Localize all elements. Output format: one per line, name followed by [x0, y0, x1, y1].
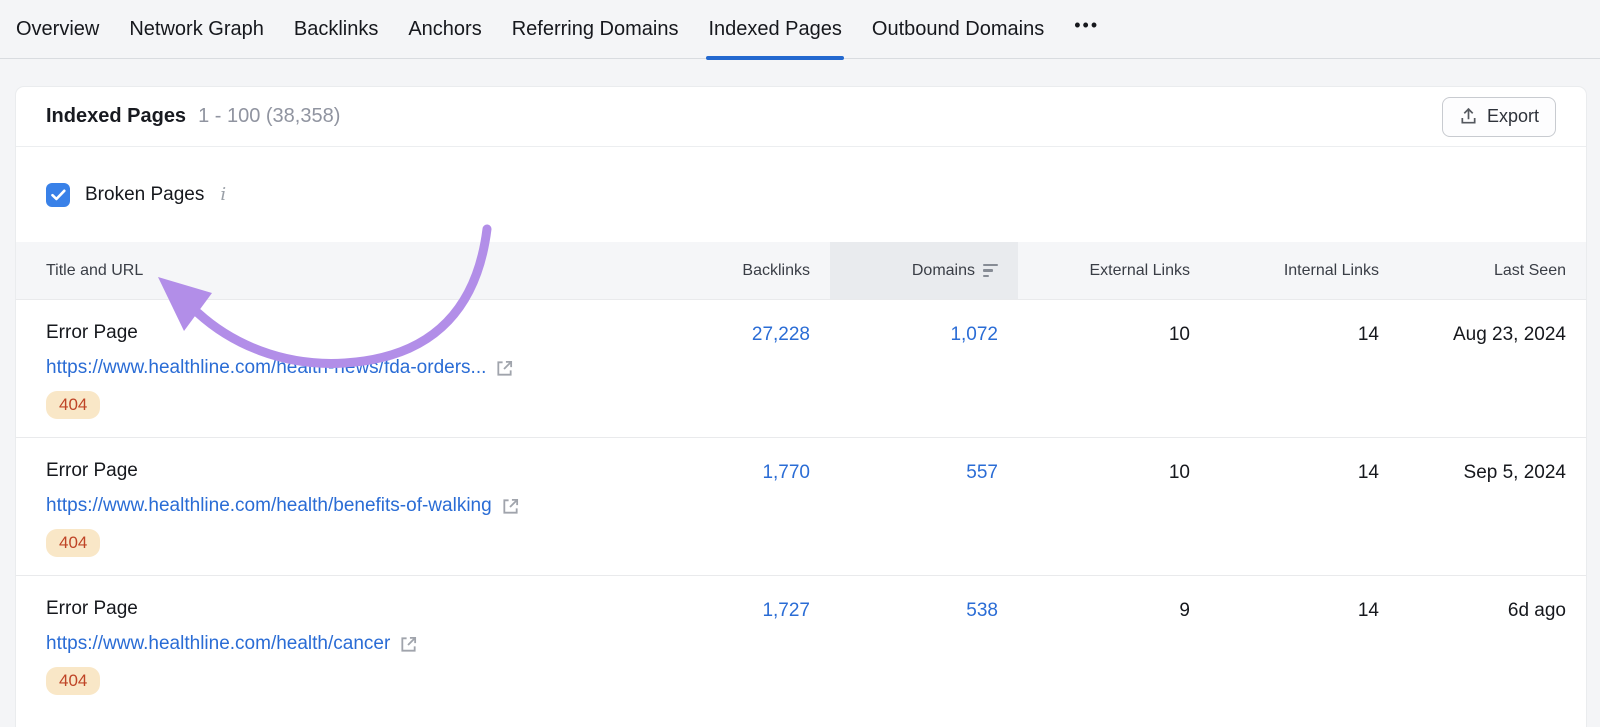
column-header-last-seen[interactable]: Last Seen	[1493, 261, 1566, 279]
page-title-text: Error Page	[46, 322, 138, 343]
status-badge: 404	[46, 529, 101, 557]
domains-value[interactable]: 1,072	[950, 324, 998, 345]
external-links-value: 9	[1179, 600, 1190, 621]
column-header-backlinks[interactable]: Backlinks	[742, 261, 810, 279]
external-link-icon[interactable]	[495, 359, 514, 378]
backlinks-value[interactable]: 27,228	[751, 324, 810, 345]
last-seen-value: Sep 5, 2024	[1463, 462, 1566, 483]
tab-outbound-domains[interactable]: Outbound Domains	[871, 17, 1045, 40]
title-url-cell: Error Page https://www.healthline.com/he…	[16, 300, 680, 437]
domains-value[interactable]: 538	[966, 600, 998, 621]
column-header-internal-links[interactable]: Internal Links	[1283, 261, 1379, 279]
page-title: Indexed Pages	[46, 105, 187, 127]
external-links-value: 10	[1168, 324, 1190, 345]
export-button[interactable]: Export	[1441, 96, 1556, 137]
page-url-link[interactable]: https://www.healthline.com/health/cancer	[46, 633, 680, 655]
external-link-icon[interactable]	[501, 497, 520, 516]
table-row: Error Page https://www.healthline.com/he…	[16, 299, 1586, 437]
last-seen-value: Aug 23, 2024	[1452, 324, 1566, 345]
title-url-cell: Error Page https://www.healthline.com/he…	[16, 438, 680, 575]
status-badge: 404	[46, 667, 101, 695]
status-badge: 404	[46, 391, 101, 419]
table-row: Error Page https://www.healthline.com/he…	[16, 437, 1586, 575]
sort-descending-icon	[983, 263, 998, 278]
column-header-title-url[interactable]: Title and URL	[46, 261, 144, 279]
tab-overview[interactable]: Overview	[16, 17, 100, 40]
more-tabs-icon[interactable]: •••	[1074, 14, 1100, 35]
domains-value[interactable]: 557	[966, 462, 998, 483]
tab-network-graph[interactable]: Network Graph	[129, 17, 264, 40]
page-url-link[interactable]: https://www.healthline.com/health-news/f…	[46, 357, 680, 379]
column-header-domains[interactable]: Domains	[830, 242, 1018, 299]
page-title-text: Error Page	[46, 460, 138, 481]
column-header-external-links[interactable]: External Links	[1089, 261, 1191, 279]
last-seen-value: 6d ago	[1507, 600, 1566, 621]
title-url-cell: Error Page https://www.healthline.com/he…	[16, 576, 680, 713]
checkmark-icon	[50, 189, 66, 201]
result-range: 1 - 100 (38,358)	[198, 105, 341, 127]
tab-referring-domains[interactable]: Referring Domains	[511, 17, 679, 40]
backlinks-value[interactable]: 1,727	[762, 600, 810, 621]
external-links-value: 10	[1168, 462, 1190, 483]
page-url-text: https://www.healthline.com/health/benefi…	[46, 495, 492, 516]
page-url-text: https://www.healthline.com/health-news/f…	[46, 357, 487, 378]
table-header-row: Title and URL Backlinks Domains External…	[16, 242, 1586, 299]
column-header-domains-label: Domains	[911, 261, 975, 279]
export-button-label: Export	[1486, 106, 1539, 126]
internal-links-value: 14	[1357, 600, 1379, 621]
page-url-link[interactable]: https://www.healthline.com/health/benefi…	[46, 495, 680, 517]
indexed-pages-card: Indexed Pages 1 - 100 (38,358) Export Br…	[16, 87, 1586, 727]
tab-anchors[interactable]: Anchors	[408, 17, 482, 40]
external-link-icon[interactable]	[399, 635, 418, 654]
filter-row: Broken Pages i	[16, 147, 1586, 242]
report-tab-bar: Overview Network Graph Backlinks Anchors…	[0, 0, 1600, 60]
page-title-text: Error Page	[46, 598, 138, 619]
broken-pages-checkbox[interactable]	[46, 182, 70, 207]
internal-links-value: 14	[1357, 462, 1379, 483]
table-row: Error Page https://www.healthline.com/he…	[16, 575, 1586, 713]
page-url-text: https://www.healthline.com/health/cancer	[46, 633, 391, 654]
broken-pages-label[interactable]: Broken Pages	[85, 183, 205, 205]
tab-indexed-pages[interactable]: Indexed Pages	[706, 0, 845, 60]
info-icon[interactable]: i	[220, 184, 227, 205]
card-header: Indexed Pages 1 - 100 (38,358) Export	[16, 87, 1586, 147]
backlinks-value[interactable]: 1,770	[762, 462, 810, 483]
internal-links-value: 14	[1357, 324, 1379, 345]
upload-icon	[1459, 107, 1478, 126]
tab-backlinks[interactable]: Backlinks	[293, 17, 379, 40]
